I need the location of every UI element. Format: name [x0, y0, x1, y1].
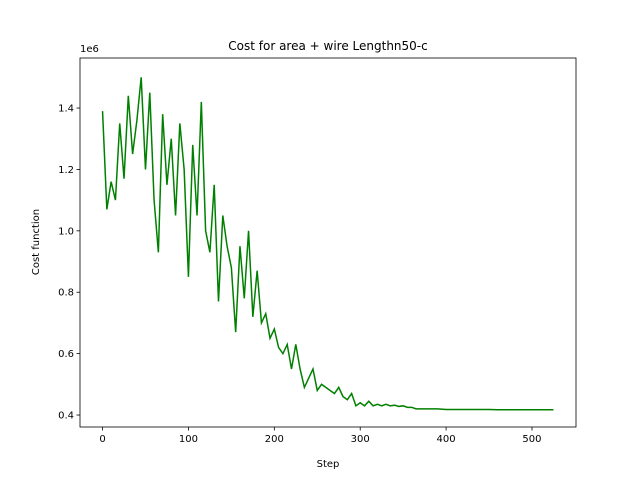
- y-tick-label: 1.0: [58, 226, 74, 237]
- x-tick-label: 500: [522, 434, 541, 445]
- y-tick-label: 0.8: [58, 288, 74, 299]
- line-series: [101, 77, 554, 411]
- x-tick-label: 400: [437, 434, 456, 445]
- y-axis-label: Cost function: [31, 209, 42, 275]
- y-tick-label: 1.4: [58, 104, 74, 115]
- y-tick-label: 0.4: [58, 411, 74, 422]
- plot-frame: [79, 57, 577, 428]
- x-tick-label: 100: [179, 434, 198, 445]
- x-tick-label: 300: [351, 434, 370, 445]
- x-tick-label: 0: [99, 434, 105, 445]
- x-tick-label: 200: [265, 434, 284, 445]
- x-axis-label: Step: [317, 459, 340, 470]
- y-tick-label: 0.6: [58, 349, 74, 360]
- y-tick-label: 1.2: [58, 165, 74, 176]
- chart-title: Cost for area + wire Lengthn50-c: [228, 39, 427, 53]
- y-offset-label: 1e6: [80, 44, 99, 55]
